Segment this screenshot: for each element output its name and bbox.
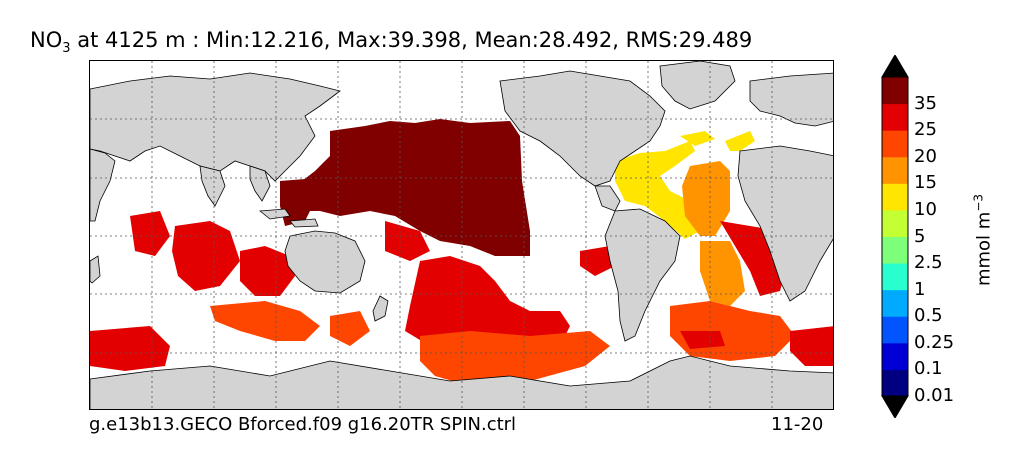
field-weddell (680, 331, 725, 349)
colorbar-tick-label: 25 (914, 119, 937, 141)
field-north-atlantic-east (725, 131, 755, 151)
colorbar-tick-label: 0.25 (914, 331, 955, 353)
land-central-america (594, 185, 621, 212)
land-south-america (604, 208, 681, 342)
field-indian-arabian (130, 211, 170, 256)
colorbar-segment (882, 289, 908, 317)
land-europe (749, 72, 833, 127)
field-southern-pacific-band (420, 331, 610, 386)
colorbar-tick-label: 10 (914, 198, 937, 220)
colorbar-frame (881, 76, 909, 397)
title-species: NO (30, 28, 63, 52)
field-indian-east (240, 246, 295, 296)
land-north-america (499, 70, 666, 187)
colorbar-segment (882, 156, 908, 184)
land-antarctica (90, 355, 833, 409)
colorbar-tick-label: 35 (914, 92, 937, 114)
land-indonesia-1 (258, 208, 291, 220)
colorbar (881, 55, 909, 418)
field-southern-east (790, 326, 833, 366)
land-india (199, 165, 226, 207)
field-southern-west (90, 326, 170, 371)
colorbar-tick-label: 0.1 (914, 358, 943, 380)
land-new-zealand (372, 295, 389, 322)
colorbar-extend-max (881, 55, 909, 78)
land-indochina (249, 165, 271, 202)
colorbar-tick-label: 1 (914, 278, 926, 300)
units-text: mmol m (973, 211, 995, 287)
graticule (90, 61, 833, 409)
field-southern-indian (210, 301, 320, 341)
map-title: NO3 at 4125 m : Min:12.216, Max:39.398, … (30, 28, 752, 56)
colorbar-extend-min (881, 395, 909, 418)
land-australia (284, 230, 366, 294)
land-africa-west (90, 148, 116, 222)
colorbar-segment (882, 369, 908, 397)
year-range: 11-20 (771, 414, 824, 435)
field-indian-west (172, 221, 240, 291)
land-masses (90, 61, 833, 409)
colorbar-tick-label: 2.5 (914, 252, 943, 274)
world-map (90, 61, 833, 409)
colorbar-segment (882, 209, 908, 237)
field-north-atlantic-west (615, 141, 700, 239)
colorbar-tick-label: 15 (914, 172, 937, 194)
units-exponent: −3 (971, 193, 986, 212)
field-labrador (680, 131, 715, 146)
colorbar-tick-label: 0.5 (914, 305, 943, 327)
land-madagascar (90, 255, 101, 284)
title-species-subscript: 3 (62, 41, 71, 57)
title-stats: at 4125 m : Min:12.216, Max:39.398, Mean… (70, 28, 753, 52)
land-africa (737, 145, 833, 302)
field-north-pacific (300, 119, 530, 256)
colorbar-tick-label: 5 (914, 225, 926, 247)
colorbar-segment (882, 263, 908, 291)
map-panel (89, 60, 834, 410)
colorbar-units: mmol m−3 (972, 194, 995, 286)
field-mid-atlantic (682, 161, 730, 236)
field-tropical-pacific (385, 221, 430, 261)
colorbar-segment (882, 316, 908, 344)
colorbar-segment (882, 342, 908, 370)
field-pacific-patch (580, 246, 615, 276)
case-name: g.e13b13.GECO Bforced.f09 g16.20TR SPIN.… (89, 414, 517, 435)
colorbar-segment (882, 130, 908, 158)
colorbar-segment (882, 103, 908, 131)
field-south-east-indian (330, 311, 370, 346)
land-indonesia-2 (289, 218, 319, 228)
colorbar-segment (882, 77, 908, 105)
colorbar-tick-label: 0.01 (914, 385, 955, 406)
colorbar-tick-label: 20 (914, 145, 937, 167)
land-eurasia (90, 72, 341, 182)
colorbar-segment (882, 183, 908, 211)
field-south-atlantic (700, 241, 745, 306)
colorbar-segment (882, 236, 908, 264)
